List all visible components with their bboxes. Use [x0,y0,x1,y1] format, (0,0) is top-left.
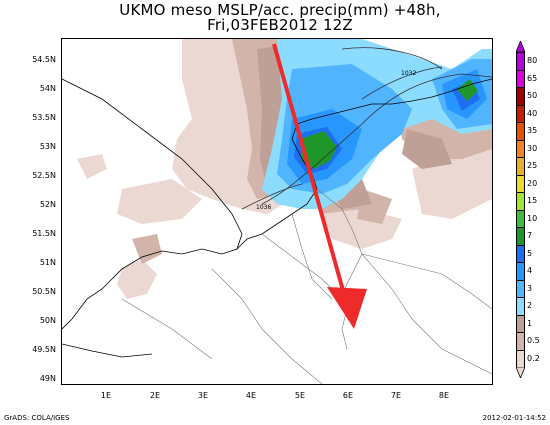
colorbar-swatch [516,157,525,176]
lat-label: 49N [39,374,56,383]
lon-label: 8E [438,391,450,400]
map-graphic: 1032 1036 [62,39,492,384]
isobar-label-1036: 1036 [256,204,271,211]
precip-map: 1032 1036 [62,39,492,384]
lon-label: 6E [342,391,354,400]
colorbar-swatch [516,227,525,246]
colorbar-label: 20 [527,178,538,188]
colorbar-label: 15 [527,196,538,205]
colorbar-label: 65 [527,73,538,83]
colorbar-swatch [516,332,525,351]
colorbar-label: 80 [527,56,538,65]
colorbar-label: 35 [527,126,538,135]
lat-label: 53.5N [32,113,56,122]
lat-label: 51N [39,258,56,267]
colorbar-label: 4 [527,266,533,275]
colorbar-label: 25 [527,161,538,170]
footer-credit: GrADS: COLA/IGES [4,414,70,422]
colorbar-swatch [516,104,525,123]
isobar-label-1032: 1032 [401,70,416,77]
lat-label: 51.5N [32,229,56,238]
colorbar-swatch [516,139,525,158]
colorbar-label: 5 [527,248,533,258]
lat-label: 50.5N [32,287,56,296]
map-title-line2: Fri,03FEB2012 12Z [207,16,353,34]
lon-label: 3E [197,391,209,400]
isobars [241,47,492,210]
colorbar-swatch [516,314,525,333]
map-frame [61,38,493,385]
borders [121,188,492,384]
colorbar-swatch [516,122,525,141]
lon-label: 5E [294,391,306,400]
lon-label: 1E [100,391,112,400]
lat-label: 49.5N [32,345,56,354]
colorbar-swatch [516,297,525,316]
colorbar-swatch [516,279,525,298]
colorbar-label: 2 [527,301,533,310]
lon-label: 4E [245,391,257,400]
colorbar-swatch [516,209,525,228]
colorbar-label: 1 [527,318,533,328]
colorbar-top-arrow [516,41,525,52]
colorbar-swatch [516,52,525,71]
colorbar-swatch [516,349,525,368]
colorbar-label: 30 [527,143,538,153]
colorbar-label: 10 [527,213,538,223]
lat-label: 53N [39,142,56,151]
lat-label: 54N [39,84,56,93]
colorbar-label: 3 [527,283,533,293]
lat-label: 54.5N [32,55,56,64]
colorbar-swatch [516,69,525,88]
footer-timestamp: 2012-02-01-14:52 [482,414,546,422]
lat-label: 50N [39,316,56,325]
red-arrow [272,43,367,329]
lat-label: 52N [39,200,56,209]
map-title-line1: UKMO meso MSLP/acc. precip(mm) +48h, [119,1,441,19]
colorbar-swatch [516,262,525,281]
precip-green [300,79,478,169]
colorbar-swatch [516,244,525,263]
colorbar-label: 7 [527,231,533,240]
lon-label: 2E [149,391,161,400]
colorbar-label: 0.5 [527,336,540,345]
colorbar-swatch [516,87,525,106]
colorbar-label: 0.2 [527,353,540,363]
colorbar-swatch [516,192,525,211]
colorbar-bottom-arrow [516,367,525,378]
colorbar-swatch [516,174,525,193]
lon-label: 7E [390,391,402,400]
colorbar-label: 50 [527,91,538,100]
lat-label: 52.5N [32,171,56,180]
colorbar-label: 40 [527,108,538,118]
